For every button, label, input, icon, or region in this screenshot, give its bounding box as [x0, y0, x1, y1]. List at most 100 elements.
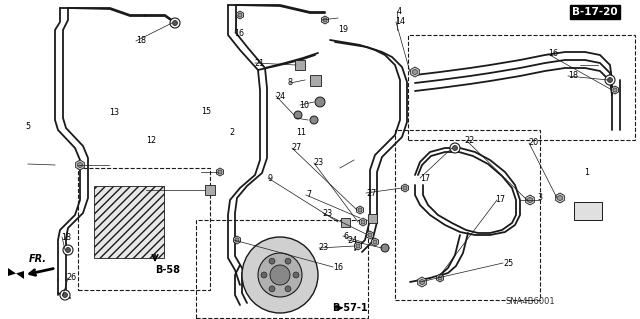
- Circle shape: [294, 111, 302, 119]
- Circle shape: [173, 20, 177, 26]
- Text: 12: 12: [146, 136, 156, 145]
- Text: 2: 2: [229, 128, 234, 137]
- Circle shape: [310, 116, 318, 124]
- Polygon shape: [367, 231, 374, 239]
- Polygon shape: [360, 218, 367, 226]
- Bar: [196, 220, 368, 318]
- Text: 22: 22: [465, 137, 475, 145]
- Polygon shape: [323, 18, 327, 22]
- Polygon shape: [218, 170, 222, 174]
- Polygon shape: [234, 236, 241, 244]
- Polygon shape: [321, 16, 328, 24]
- Polygon shape: [401, 184, 408, 192]
- Text: 23: 23: [323, 209, 333, 218]
- Polygon shape: [77, 162, 83, 168]
- Polygon shape: [420, 279, 424, 285]
- Text: 16: 16: [548, 49, 558, 58]
- Bar: [340, 218, 349, 226]
- Polygon shape: [361, 220, 365, 224]
- Polygon shape: [436, 274, 444, 282]
- Polygon shape: [403, 186, 407, 190]
- Circle shape: [258, 253, 302, 297]
- Polygon shape: [358, 208, 362, 212]
- Bar: [295, 60, 305, 70]
- Polygon shape: [356, 206, 364, 214]
- Text: 18: 18: [568, 71, 579, 80]
- Text: 27: 27: [366, 189, 376, 198]
- Bar: [574, 202, 602, 220]
- Circle shape: [63, 293, 67, 298]
- Text: 5: 5: [26, 122, 31, 130]
- Text: 11: 11: [296, 128, 306, 137]
- Circle shape: [63, 245, 73, 255]
- Bar: [78, 168, 210, 290]
- Polygon shape: [557, 195, 563, 201]
- Polygon shape: [413, 69, 417, 75]
- Text: 21: 21: [255, 59, 265, 68]
- Polygon shape: [238, 13, 242, 17]
- Text: 23: 23: [314, 158, 324, 167]
- Polygon shape: [527, 197, 532, 203]
- Polygon shape: [411, 67, 419, 77]
- Circle shape: [170, 18, 180, 28]
- Text: B-17-20: B-17-20: [572, 7, 618, 17]
- Text: 20: 20: [529, 138, 539, 147]
- Text: 18: 18: [136, 36, 146, 45]
- Circle shape: [607, 78, 612, 83]
- Circle shape: [242, 237, 318, 313]
- Circle shape: [269, 286, 275, 292]
- Text: 24: 24: [275, 92, 285, 101]
- Circle shape: [261, 272, 267, 278]
- Text: B-57-1: B-57-1: [332, 303, 368, 313]
- Polygon shape: [556, 193, 564, 203]
- Text: 25: 25: [503, 259, 513, 268]
- Text: 27: 27: [292, 143, 302, 152]
- Circle shape: [60, 290, 70, 300]
- Circle shape: [381, 244, 389, 252]
- Polygon shape: [76, 160, 84, 170]
- Text: 23: 23: [319, 243, 329, 252]
- Text: 4: 4: [397, 7, 402, 16]
- Circle shape: [270, 265, 290, 285]
- Text: 6: 6: [343, 232, 348, 241]
- Text: 24: 24: [347, 236, 357, 245]
- Text: 3: 3: [538, 193, 543, 202]
- Polygon shape: [216, 168, 223, 176]
- Polygon shape: [372, 238, 378, 246]
- Bar: [94, 186, 164, 258]
- Text: 19: 19: [338, 25, 348, 34]
- Polygon shape: [368, 233, 372, 237]
- Bar: [205, 185, 215, 195]
- Circle shape: [293, 272, 299, 278]
- Text: B-58: B-58: [156, 265, 180, 275]
- Polygon shape: [8, 268, 24, 279]
- Polygon shape: [355, 242, 362, 250]
- Circle shape: [315, 97, 325, 107]
- Polygon shape: [613, 88, 617, 92]
- Polygon shape: [235, 238, 239, 242]
- Polygon shape: [612, 86, 618, 94]
- Circle shape: [450, 143, 460, 153]
- Circle shape: [605, 75, 615, 85]
- Text: 14: 14: [396, 17, 406, 26]
- Text: 16: 16: [333, 263, 343, 272]
- Bar: [395, 130, 540, 300]
- Text: SNA4B6001: SNA4B6001: [505, 298, 555, 307]
- Bar: [367, 213, 376, 222]
- Circle shape: [269, 258, 275, 264]
- Text: 8: 8: [288, 78, 293, 87]
- Bar: [310, 75, 321, 85]
- Polygon shape: [237, 11, 243, 19]
- Bar: [408, 35, 635, 140]
- Text: 9: 9: [268, 174, 273, 183]
- Text: FR.: FR.: [29, 254, 47, 264]
- Polygon shape: [418, 277, 426, 287]
- Polygon shape: [525, 195, 534, 205]
- Polygon shape: [438, 276, 442, 280]
- Text: 13: 13: [109, 108, 119, 117]
- Text: 18: 18: [61, 233, 72, 242]
- Text: 17: 17: [420, 174, 430, 182]
- Circle shape: [452, 145, 458, 151]
- Text: 7: 7: [306, 190, 311, 199]
- Text: 1: 1: [584, 168, 589, 177]
